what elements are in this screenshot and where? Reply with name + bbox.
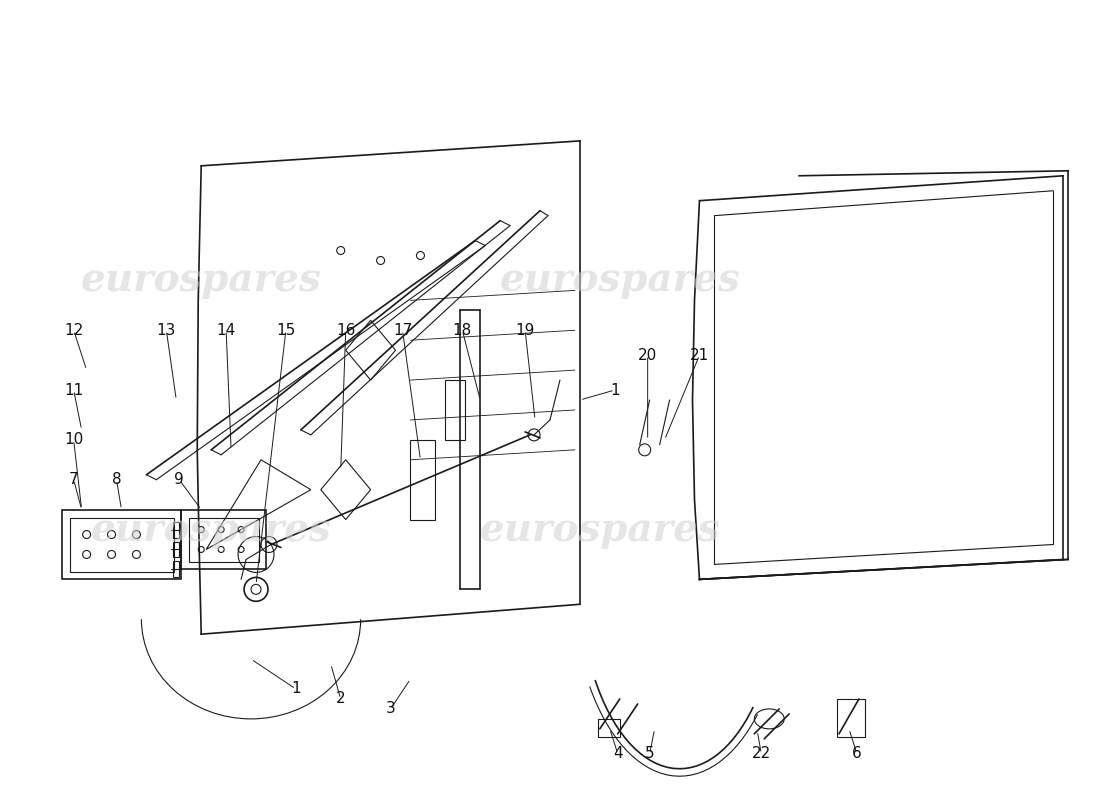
Text: 16: 16 (336, 322, 355, 338)
Text: 8: 8 (112, 472, 121, 487)
Text: 7: 7 (69, 472, 78, 487)
Text: 3: 3 (386, 702, 395, 717)
Bar (597, 719, 619, 737)
Text: 15: 15 (276, 322, 296, 338)
Text: 18: 18 (453, 322, 472, 338)
Text: 14: 14 (217, 322, 235, 338)
Text: eurospares: eurospares (91, 510, 331, 549)
Bar (446, 380, 465, 440)
Bar (174, 542, 179, 558)
Text: 12: 12 (64, 322, 84, 338)
Text: 11: 11 (64, 382, 84, 398)
Text: 21: 21 (690, 348, 710, 362)
Bar (174, 522, 179, 538)
Text: eurospares: eurospares (80, 262, 321, 299)
Text: 20: 20 (638, 348, 658, 362)
Bar (189, 518, 258, 562)
Text: 9: 9 (175, 472, 184, 487)
Text: 19: 19 (516, 322, 535, 338)
Bar (182, 510, 266, 570)
Text: 17: 17 (393, 322, 412, 338)
Text: 13: 13 (156, 322, 176, 338)
Text: eurospares: eurospares (499, 262, 740, 299)
Bar (69, 518, 174, 572)
Text: 2: 2 (336, 691, 345, 706)
Bar (410, 440, 436, 519)
Bar (62, 510, 182, 579)
Text: 4: 4 (613, 746, 623, 762)
Text: 10: 10 (64, 432, 84, 447)
Bar (837, 699, 865, 737)
Text: 22: 22 (751, 746, 771, 762)
Bar (174, 562, 179, 578)
Text: 1: 1 (610, 382, 619, 398)
Text: 5: 5 (645, 746, 654, 762)
Text: eurospares: eurospares (480, 510, 720, 549)
Text: 6: 6 (852, 746, 861, 762)
Text: 1: 1 (292, 682, 300, 697)
